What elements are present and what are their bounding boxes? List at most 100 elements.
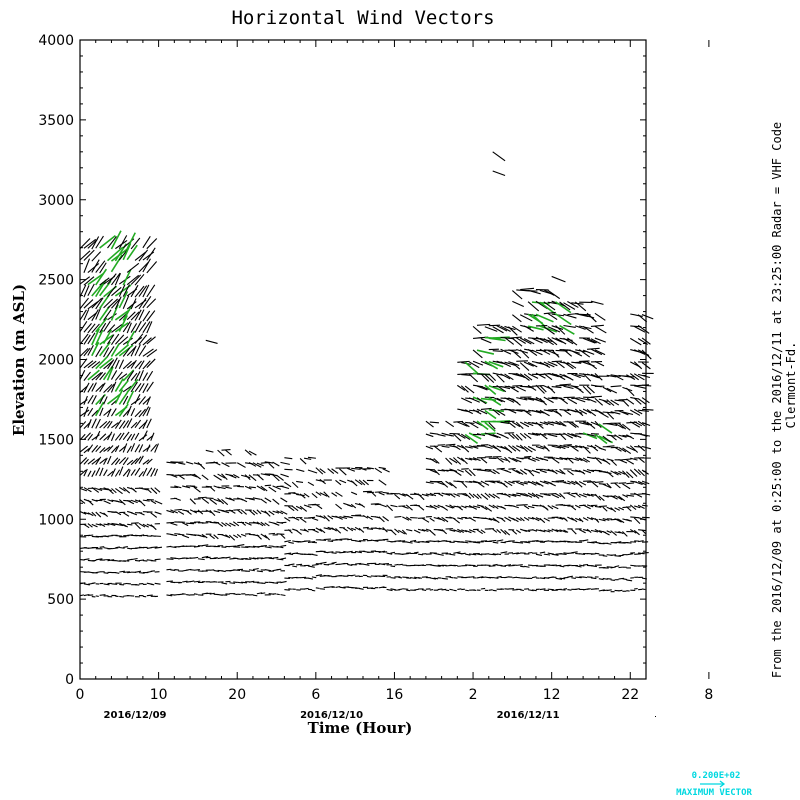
wind-vector — [138, 434, 148, 442]
wind-vector — [291, 505, 299, 512]
wind-vector — [241, 581, 248, 584]
wind-vector — [166, 580, 173, 583]
wind-vector — [582, 373, 592, 382]
wind-vector — [484, 505, 493, 512]
wind-vector — [547, 337, 558, 346]
wind-vector — [468, 445, 479, 449]
wind-vector — [559, 444, 570, 448]
wind-vector — [118, 359, 125, 370]
wind-vector — [508, 336, 522, 339]
wind-vector — [555, 469, 564, 475]
wind-vector — [571, 445, 579, 452]
wind-vector — [582, 469, 592, 474]
wind-vector — [241, 474, 251, 479]
wind-vector — [598, 495, 605, 502]
wind-vector — [103, 383, 113, 394]
wind-vector — [602, 411, 614, 414]
wind-vector — [590, 395, 602, 398]
wind-vector — [504, 336, 515, 345]
wind-vector — [260, 498, 267, 504]
wind-vector — [382, 491, 389, 494]
wind-vector — [551, 553, 559, 556]
wind-vector — [272, 556, 279, 559]
wind-vector — [347, 538, 353, 541]
wind-vector — [335, 515, 343, 520]
wind-vector — [99, 341, 111, 357]
wind-vector — [79, 421, 87, 429]
wind-vector — [539, 551, 546, 554]
wind-vector — [95, 355, 109, 370]
wind-vector — [531, 337, 543, 344]
wind-vector — [449, 553, 456, 556]
wind-vector — [492, 553, 498, 556]
wind-vector — [574, 492, 581, 498]
wind-vector — [154, 468, 159, 477]
wind-vector — [496, 529, 502, 534]
wind-vector — [390, 529, 397, 536]
wind-vector — [602, 458, 611, 465]
wind-vector — [197, 534, 205, 538]
wind-vector — [114, 359, 120, 369]
wind-vector — [170, 546, 177, 549]
wind-vector — [516, 541, 524, 544]
wind-vector — [555, 457, 563, 460]
wind-vector — [610, 579, 615, 581]
wind-vector — [519, 337, 532, 345]
wind-vector — [579, 397, 590, 401]
wind-vector — [488, 422, 496, 430]
wind-vector — [118, 235, 128, 249]
wind-vector — [602, 494, 609, 498]
wind-vector — [122, 395, 129, 405]
wind-vector — [590, 480, 599, 488]
wind-vector — [468, 492, 475, 499]
wind-vector — [225, 534, 231, 539]
x-tick-label: 10 — [150, 687, 168, 703]
wind-vector — [142, 321, 151, 334]
wind-vector — [500, 517, 506, 523]
wind-vector — [618, 410, 629, 416]
wind-vector — [107, 421, 113, 429]
wind-vector — [484, 445, 493, 449]
wind-vector — [233, 534, 239, 539]
wind-vector — [641, 588, 646, 591]
wind-vector — [95, 523, 102, 526]
wind-vector — [457, 517, 463, 520]
wind-vector — [641, 362, 651, 370]
wind-vector — [142, 419, 148, 429]
wind-vector — [95, 235, 104, 249]
wind-vector — [87, 263, 100, 273]
wind-vector — [87, 407, 94, 417]
wind-vector — [126, 301, 137, 310]
wind-vector — [390, 577, 396, 579]
wind-vector — [480, 529, 486, 534]
wind-vector — [622, 494, 629, 498]
wind-vector — [610, 470, 619, 476]
wind-vector — [492, 350, 503, 352]
wind-vector — [429, 492, 437, 497]
wind-vector — [476, 385, 488, 391]
wind-vector — [425, 481, 434, 484]
wind-vector — [543, 338, 554, 346]
wind-vector — [571, 350, 583, 357]
wind-vector — [229, 582, 236, 584]
wind-vector — [225, 473, 234, 477]
wind-vector — [272, 474, 280, 482]
wind-vector — [91, 328, 100, 346]
wind-vector — [146, 261, 158, 274]
wind-vector — [523, 325, 534, 332]
wind-vector — [508, 444, 517, 452]
wind-vector — [138, 522, 146, 528]
wind-vector — [327, 563, 335, 566]
wind-vector — [276, 568, 282, 571]
wind-vector — [83, 511, 90, 515]
wind-vector — [563, 409, 572, 416]
wind-vector — [488, 408, 505, 413]
wind-vector — [83, 523, 90, 529]
wind-vector — [79, 321, 88, 332]
wind-vector — [520, 589, 525, 592]
wind-vector — [276, 474, 284, 481]
wind-vector — [205, 339, 218, 344]
wind-vector — [630, 516, 639, 519]
wind-vector — [284, 552, 292, 555]
wind-vector — [500, 373, 511, 380]
